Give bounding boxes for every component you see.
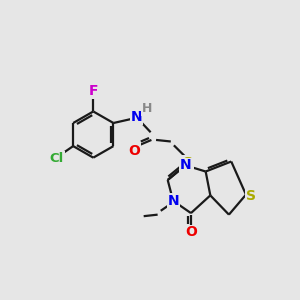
Text: S: S	[183, 156, 193, 170]
Text: N: N	[131, 110, 142, 124]
Text: H: H	[142, 102, 152, 115]
Text: N: N	[180, 158, 191, 172]
Text: N: N	[167, 194, 179, 208]
Text: Cl: Cl	[50, 152, 64, 165]
Text: S: S	[246, 189, 256, 203]
Text: F: F	[88, 84, 98, 98]
Text: O: O	[185, 225, 197, 239]
Text: O: O	[128, 144, 140, 158]
